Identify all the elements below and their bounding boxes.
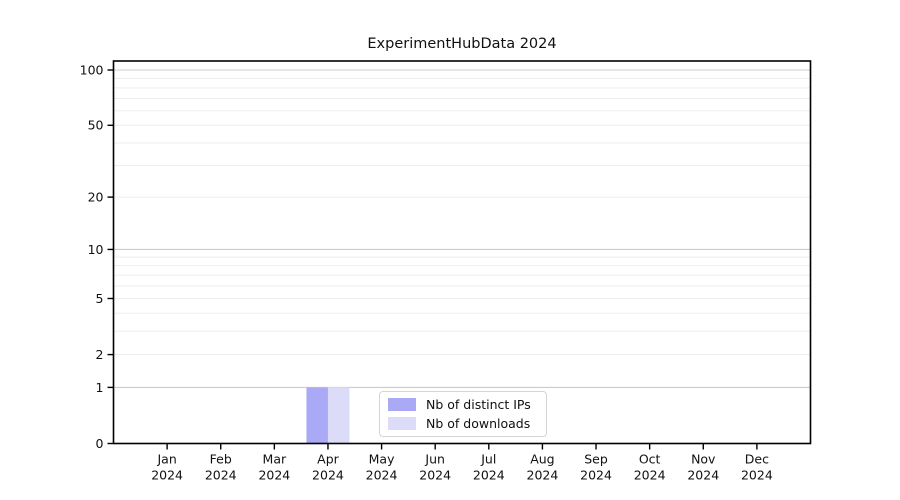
x-tick-label-nov: Nov bbox=[691, 452, 716, 467]
x-tick-year-jan: 2024 bbox=[151, 468, 183, 483]
x-tick-label-jul: Jul bbox=[480, 452, 496, 467]
y-tick-label-1: 1 bbox=[96, 380, 104, 395]
x-tick-label-sep: Sep bbox=[584, 452, 608, 467]
x-tick-label-may: May bbox=[369, 452, 395, 467]
x-tick-label-jan: Jan bbox=[156, 452, 176, 467]
y-tick-label-10: 10 bbox=[88, 242, 104, 257]
bar-apr-series0 bbox=[306, 387, 328, 444]
legend-label-downloads: Nb of downloads bbox=[426, 415, 531, 431]
x-tick-label-mar: Mar bbox=[263, 452, 287, 467]
legend-swatch-downloads bbox=[388, 416, 416, 430]
x-tick-year-may: 2024 bbox=[366, 468, 398, 483]
x-tick-year-aug: 2024 bbox=[527, 468, 559, 483]
x-tick-year-dec: 2024 bbox=[741, 468, 773, 483]
plot-border bbox=[112, 60, 812, 445]
x-tick-label-apr: Apr bbox=[317, 452, 339, 467]
y-tick-label-20: 20 bbox=[88, 189, 104, 204]
x-tick-label-jun: Jun bbox=[424, 452, 445, 467]
legend-swatch-distinct-ips bbox=[388, 398, 416, 412]
x-tick-label-feb: Feb bbox=[210, 452, 232, 467]
x-tick-year-sep: 2024 bbox=[580, 468, 612, 483]
y-tick-label-5: 5 bbox=[96, 291, 104, 306]
x-tick-label-aug: Aug bbox=[530, 452, 554, 467]
x-tick-year-jul: 2024 bbox=[473, 468, 505, 483]
x-tick-label-dec: Dec bbox=[745, 452, 769, 467]
y-tick-label-2: 2 bbox=[96, 347, 104, 362]
x-tick-year-jun: 2024 bbox=[419, 468, 451, 483]
chart-title: ExperimentHubData 2024 bbox=[367, 36, 557, 52]
y-tick-label-0: 0 bbox=[96, 436, 104, 451]
x-tick-year-mar: 2024 bbox=[258, 468, 290, 483]
x-tick-year-apr: 2024 bbox=[312, 468, 344, 483]
y-tick-label-50: 50 bbox=[88, 118, 104, 133]
legend-label-distinct-ips: Nb of distinct IPs bbox=[426, 397, 531, 413]
y-tick-label-100: 100 bbox=[80, 62, 104, 77]
bar-apr-series1 bbox=[327, 387, 350, 444]
x-tick-year-feb: 2024 bbox=[205, 468, 237, 483]
legend-item-distinct-ips: Nb of distinct IPs bbox=[388, 397, 538, 412]
x-tick-label-oct: Oct bbox=[639, 452, 661, 467]
legend-item-downloads: Nb of downloads bbox=[388, 416, 538, 431]
legend: Nb of distinct IPs Nb of downloads bbox=[379, 391, 547, 437]
x-tick-year-nov: 2024 bbox=[687, 468, 719, 483]
x-tick-year-oct: 2024 bbox=[634, 468, 666, 483]
